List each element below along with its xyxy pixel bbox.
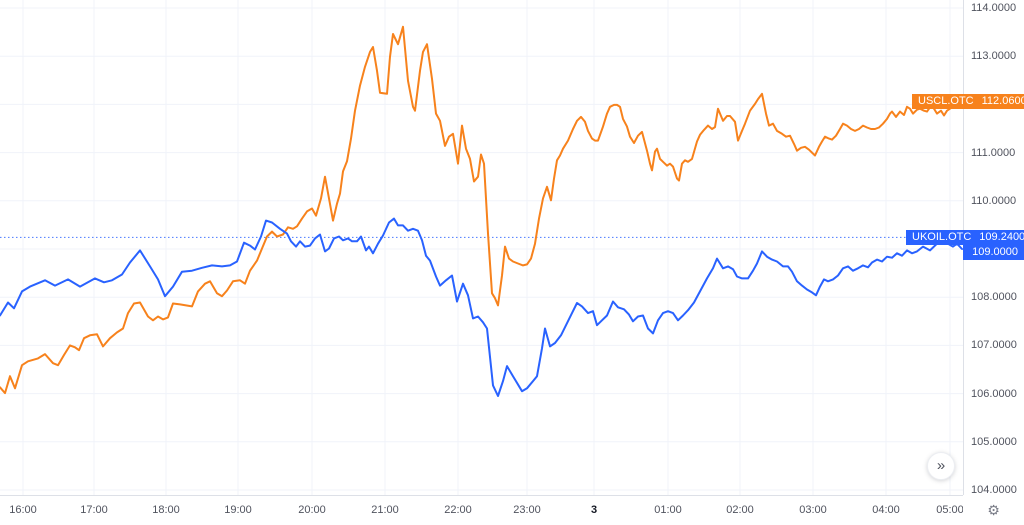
price-axis-label: 105.0000 <box>971 435 1017 448</box>
price-axis-label: 114.0000 <box>971 2 1017 14</box>
time-axis-label: 01:00 <box>654 504 682 516</box>
time-axis-label: 19:00 <box>224 504 252 516</box>
price-axis-label: 110.0000 <box>971 194 1017 207</box>
time-axis-settings-gear-icon[interactable]: ⚙ <box>987 501 1000 518</box>
time-axis-label: 23:00 <box>513 504 541 516</box>
price-chart-canvas[interactable] <box>0 0 963 495</box>
double-chevron-right-icon: » <box>936 457 946 474</box>
time-axis-label: 18:00 <box>152 504 180 516</box>
ukoil-series-line[interactable] <box>0 217 963 397</box>
time-axis-label: 04:00 <box>872 504 900 516</box>
price-axis-label: 104.0000 <box>971 484 1017 496</box>
time-axis-label: 20:00 <box>298 504 326 516</box>
time-axis-label: 22:00 <box>444 504 472 516</box>
ukoil-priceline-label: UKOIL.OTC 109.2400 <box>906 229 1024 245</box>
horizontal-gridlines <box>0 7 963 491</box>
time-axis-label: 21:00 <box>371 504 399 516</box>
uscl-series-line[interactable] <box>0 25 963 395</box>
uscl-price-value: 112.0600 <box>981 95 1024 107</box>
time-axis-day-label: 3 <box>590 504 598 516</box>
vertical-gridlines <box>22 0 951 495</box>
price-axis-label: 113.0000 <box>971 50 1017 63</box>
time-axis-label: 03:00 <box>799 504 827 516</box>
price-axis-label: 111.0000 <box>971 146 1016 159</box>
time-axis-label: 17:00 <box>80 504 108 516</box>
ukoil-last-price-value: 109.0000 <box>972 246 1018 259</box>
time-axis-label: 02:00 <box>726 504 754 516</box>
ukoil-last-price-label: 109.0000 <box>963 245 1024 261</box>
axis-corner: ⚙ <box>963 495 1024 525</box>
ukoil-priceline-value: 109.2400 <box>979 230 1024 243</box>
price-axis-label: 108.0000 <box>971 291 1017 304</box>
uscl-symbol-text: USCL.OTC <box>918 95 974 107</box>
uscl-price-label: USCL.OTC 112.0600 <box>912 94 1024 109</box>
time-axis[interactable]: 16:00 17:00 18:00 19:00 20:00 21:00 22:00 23:00… <box>0 495 964 525</box>
scroll-to-recent-button[interactable]: » <box>927 452 955 480</box>
price-axis-label: 107.0000 <box>971 339 1017 352</box>
time-axis-label: 05:00 <box>936 504 964 516</box>
time-axis-label: 16:00 <box>9 504 37 516</box>
ukoil-symbol-text: UKOIL.OTC <box>912 230 972 243</box>
price-axis-label: 106.0000 <box>971 387 1017 400</box>
